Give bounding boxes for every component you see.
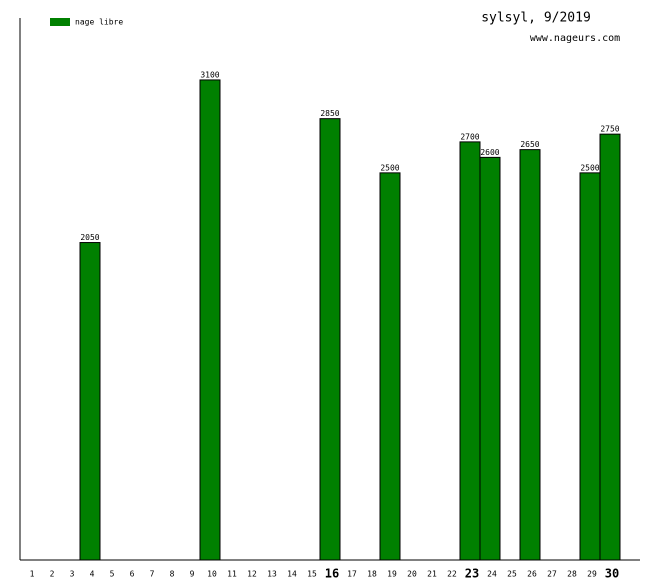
value-label: 2050 bbox=[80, 233, 99, 242]
value-label: 2600 bbox=[480, 148, 499, 157]
x-tick-label: 11 bbox=[227, 570, 237, 579]
value-label: 2700 bbox=[460, 132, 479, 141]
value-label: 3100 bbox=[200, 70, 219, 79]
x-tick-label: 27 bbox=[547, 570, 557, 579]
x-tick-label: 19 bbox=[387, 570, 397, 579]
x-tick-label: 2 bbox=[50, 570, 55, 579]
bar bbox=[599, 133, 621, 561]
value-label: 2650 bbox=[520, 140, 539, 149]
bar bbox=[479, 156, 501, 561]
x-tick-label: 13 bbox=[267, 570, 277, 579]
bar bbox=[579, 172, 601, 561]
x-tick-label: 14 bbox=[287, 570, 297, 579]
bar bbox=[459, 141, 481, 561]
x-tick-label: 1 bbox=[30, 570, 35, 579]
x-tick-label: 25 bbox=[507, 570, 517, 579]
x-tick-label: 24 bbox=[487, 570, 497, 579]
bar bbox=[199, 79, 221, 561]
x-tick-label: 8 bbox=[170, 570, 175, 579]
x-tick-label: 4 bbox=[90, 570, 95, 579]
x-tick-label: 9 bbox=[190, 570, 195, 579]
bar bbox=[79, 242, 101, 561]
x-tick-label: 10 bbox=[207, 570, 217, 579]
value-label: 2500 bbox=[380, 163, 399, 172]
x-tick-label: 6 bbox=[130, 570, 135, 579]
bar bbox=[519, 149, 541, 561]
x-tick-label: 7 bbox=[150, 570, 155, 579]
x-tick-label: 21 bbox=[427, 570, 437, 579]
x-tick-label: 26 bbox=[527, 570, 537, 579]
x-tick-label: 20 bbox=[407, 570, 417, 579]
legend-swatch bbox=[50, 18, 70, 26]
x-tick-label: 16 bbox=[325, 567, 339, 580]
value-label: 2500 bbox=[580, 163, 599, 172]
x-tick-label: 28 bbox=[567, 570, 577, 579]
value-label: 2750 bbox=[600, 125, 619, 134]
x-tick-label: 5 bbox=[110, 570, 115, 579]
bar bbox=[319, 118, 341, 561]
x-tick-label: 18 bbox=[367, 570, 377, 579]
x-tick-label: 29 bbox=[587, 570, 597, 579]
x-tick-label: 22 bbox=[447, 570, 457, 579]
bar bbox=[379, 172, 401, 561]
chart-title: sylsyl, 9/2019 bbox=[481, 11, 591, 26]
x-tick-label: 30 bbox=[605, 567, 619, 580]
x-tick-label: 17 bbox=[347, 570, 357, 579]
x-tick-label: 23 bbox=[465, 567, 479, 580]
chart-subtitle: www.nageurs.com bbox=[530, 33, 620, 44]
x-tick-label: 12 bbox=[247, 570, 257, 579]
x-tick-label: 15 bbox=[307, 570, 317, 579]
legend-label: nage libre bbox=[75, 18, 123, 27]
value-label: 2850 bbox=[320, 109, 339, 118]
x-tick-label: 3 bbox=[70, 570, 75, 579]
